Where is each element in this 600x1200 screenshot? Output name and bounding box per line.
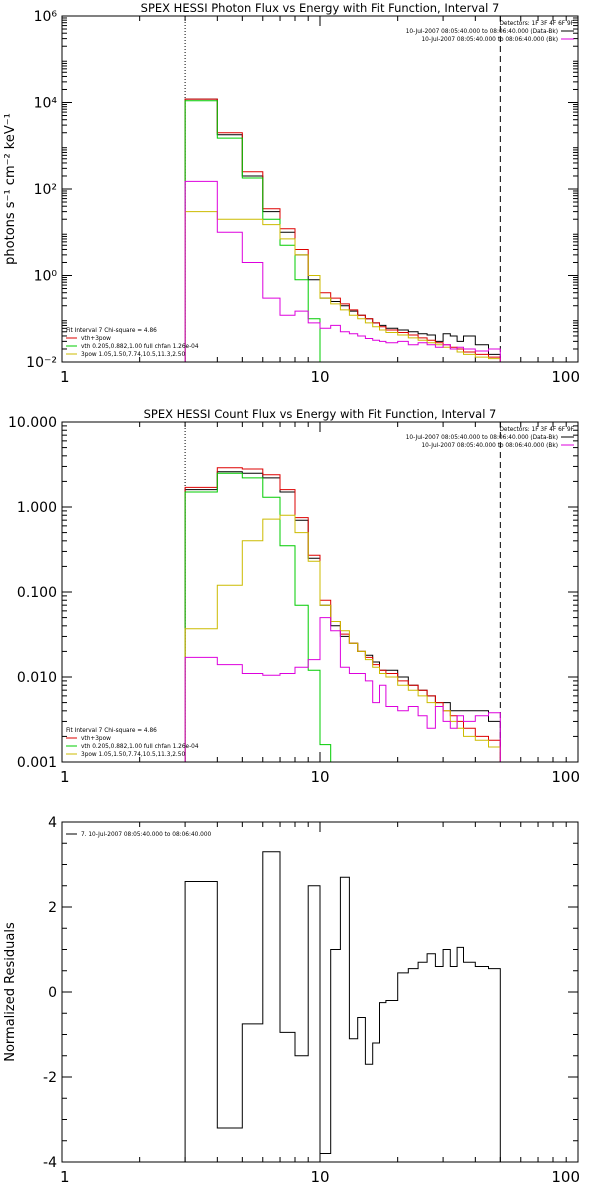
x-tick-label: 10: [310, 368, 329, 386]
y-tick-label: 10⁻²: [26, 355, 57, 371]
series-line-4: [184, 514, 511, 762]
legend-text: vth+3pow: [81, 336, 111, 342]
y-tick-label: 10⁴: [34, 96, 58, 112]
legend-text: vth+3pow: [81, 736, 111, 742]
legend-text: Detectors: 1F 3F 4F 6F 9F: [499, 427, 574, 433]
y-tick-label: 0.010: [17, 670, 57, 686]
chart-title: SPEX HESSI Count Flux vs Energy with Fit…: [144, 407, 497, 421]
y-tick-label: 10⁰: [34, 269, 58, 285]
y-tick-label: 4: [48, 815, 57, 831]
y-axis-label: photons s⁻¹ cm⁻² keV⁻¹: [3, 113, 18, 265]
x-tick-label: 1: [60, 368, 70, 386]
legend-text: vth 0.205,0.882,1.00 full chfan 1.26e-04: [81, 344, 199, 350]
x-tick-label: 100: [551, 1168, 580, 1186]
series-line-1: [184, 471, 511, 762]
x-tick-label: 10: [310, 768, 329, 786]
plot-frame: [61, 821, 579, 1163]
legend-text: 3pow 1.05,1.50,7.74,10.5,11.3,2.50: [81, 352, 185, 358]
x-tick-label: 100: [551, 768, 580, 786]
series-line-1: [184, 851, 501, 1162]
y-tick-label: 0: [48, 985, 57, 1001]
y-tick-label: 0.001: [17, 755, 57, 771]
chart-panel-1: SPEX HESSI Photon Flux vs Energy with Fi…: [3, 1, 580, 386]
series-line-3: [184, 100, 501, 362]
legend-text: 10-Jul-2007 08:05:40.000 to 08:06:40.000…: [421, 37, 558, 43]
y-tick-label: 10²: [34, 182, 57, 198]
plot-frame: [61, 421, 579, 763]
chart-panel-3: Normalized Residuals 1 10 100 -4 -2 0 2 4 7. 10-J…: [3, 815, 580, 1186]
plot-frame: [61, 15, 579, 363]
y-tick-label: 0.100: [17, 585, 57, 601]
series-line-3: [184, 472, 511, 762]
legend-text: vth 0.205,0.882,1.00 full chfan 1.26e-04: [81, 744, 199, 750]
chart-title: SPEX HESSI Photon Flux vs Energy with Fi…: [141, 1, 500, 15]
x-tick-label: 100: [551, 368, 580, 386]
legend-text: 10-Jul-2007 08:05:40.000 to 08:06:40.000…: [406, 435, 558, 441]
x-tick-label: 1: [60, 768, 70, 786]
y-tick-label: 2: [48, 900, 57, 916]
chart-panel-2: SPEX HESSI Count Flux vs Energy with Fit…: [8, 407, 580, 786]
series-line-5: [184, 617, 511, 762]
x-tick-label: 10: [310, 1168, 329, 1186]
y-axis-label: Normalized Residuals: [3, 922, 18, 1062]
legend-text: 3pow 1.05,1.50,7.74,10.5,11.3,2.50: [81, 752, 185, 758]
legend-text: 10-Jul-2007 08:05:40.000 to 08:06:40.000…: [406, 29, 558, 35]
y-tick-label: 10⁶: [34, 9, 58, 25]
legend-text: 7. 10-Jul-2007 08:05:40.000 to 08:06:40.…: [81, 832, 212, 838]
y-tick-label: 1.000: [17, 500, 57, 516]
y-tick-label: -2: [43, 1070, 57, 1086]
y-tick-label: -4: [43, 1155, 57, 1171]
series-line-4: [184, 211, 501, 362]
series-line-5: [184, 180, 501, 362]
series-line-2: [184, 98, 501, 362]
legend-text: Fit Interval 7 Chi-square = 4.86: [66, 728, 157, 734]
y-tick-label: 10.000: [8, 415, 57, 431]
legend-text: Fit Interval 7 Chi-square = 4.86: [66, 328, 157, 334]
legend-text: 10-Jul-2007 08:05:40.000 to 08:06:40.000…: [421, 443, 558, 449]
legend-text: Detectors: 1F 3F 4F 6F 9F: [499, 21, 574, 27]
x-tick-label: 1: [60, 1168, 70, 1186]
series-line-2: [184, 467, 511, 762]
